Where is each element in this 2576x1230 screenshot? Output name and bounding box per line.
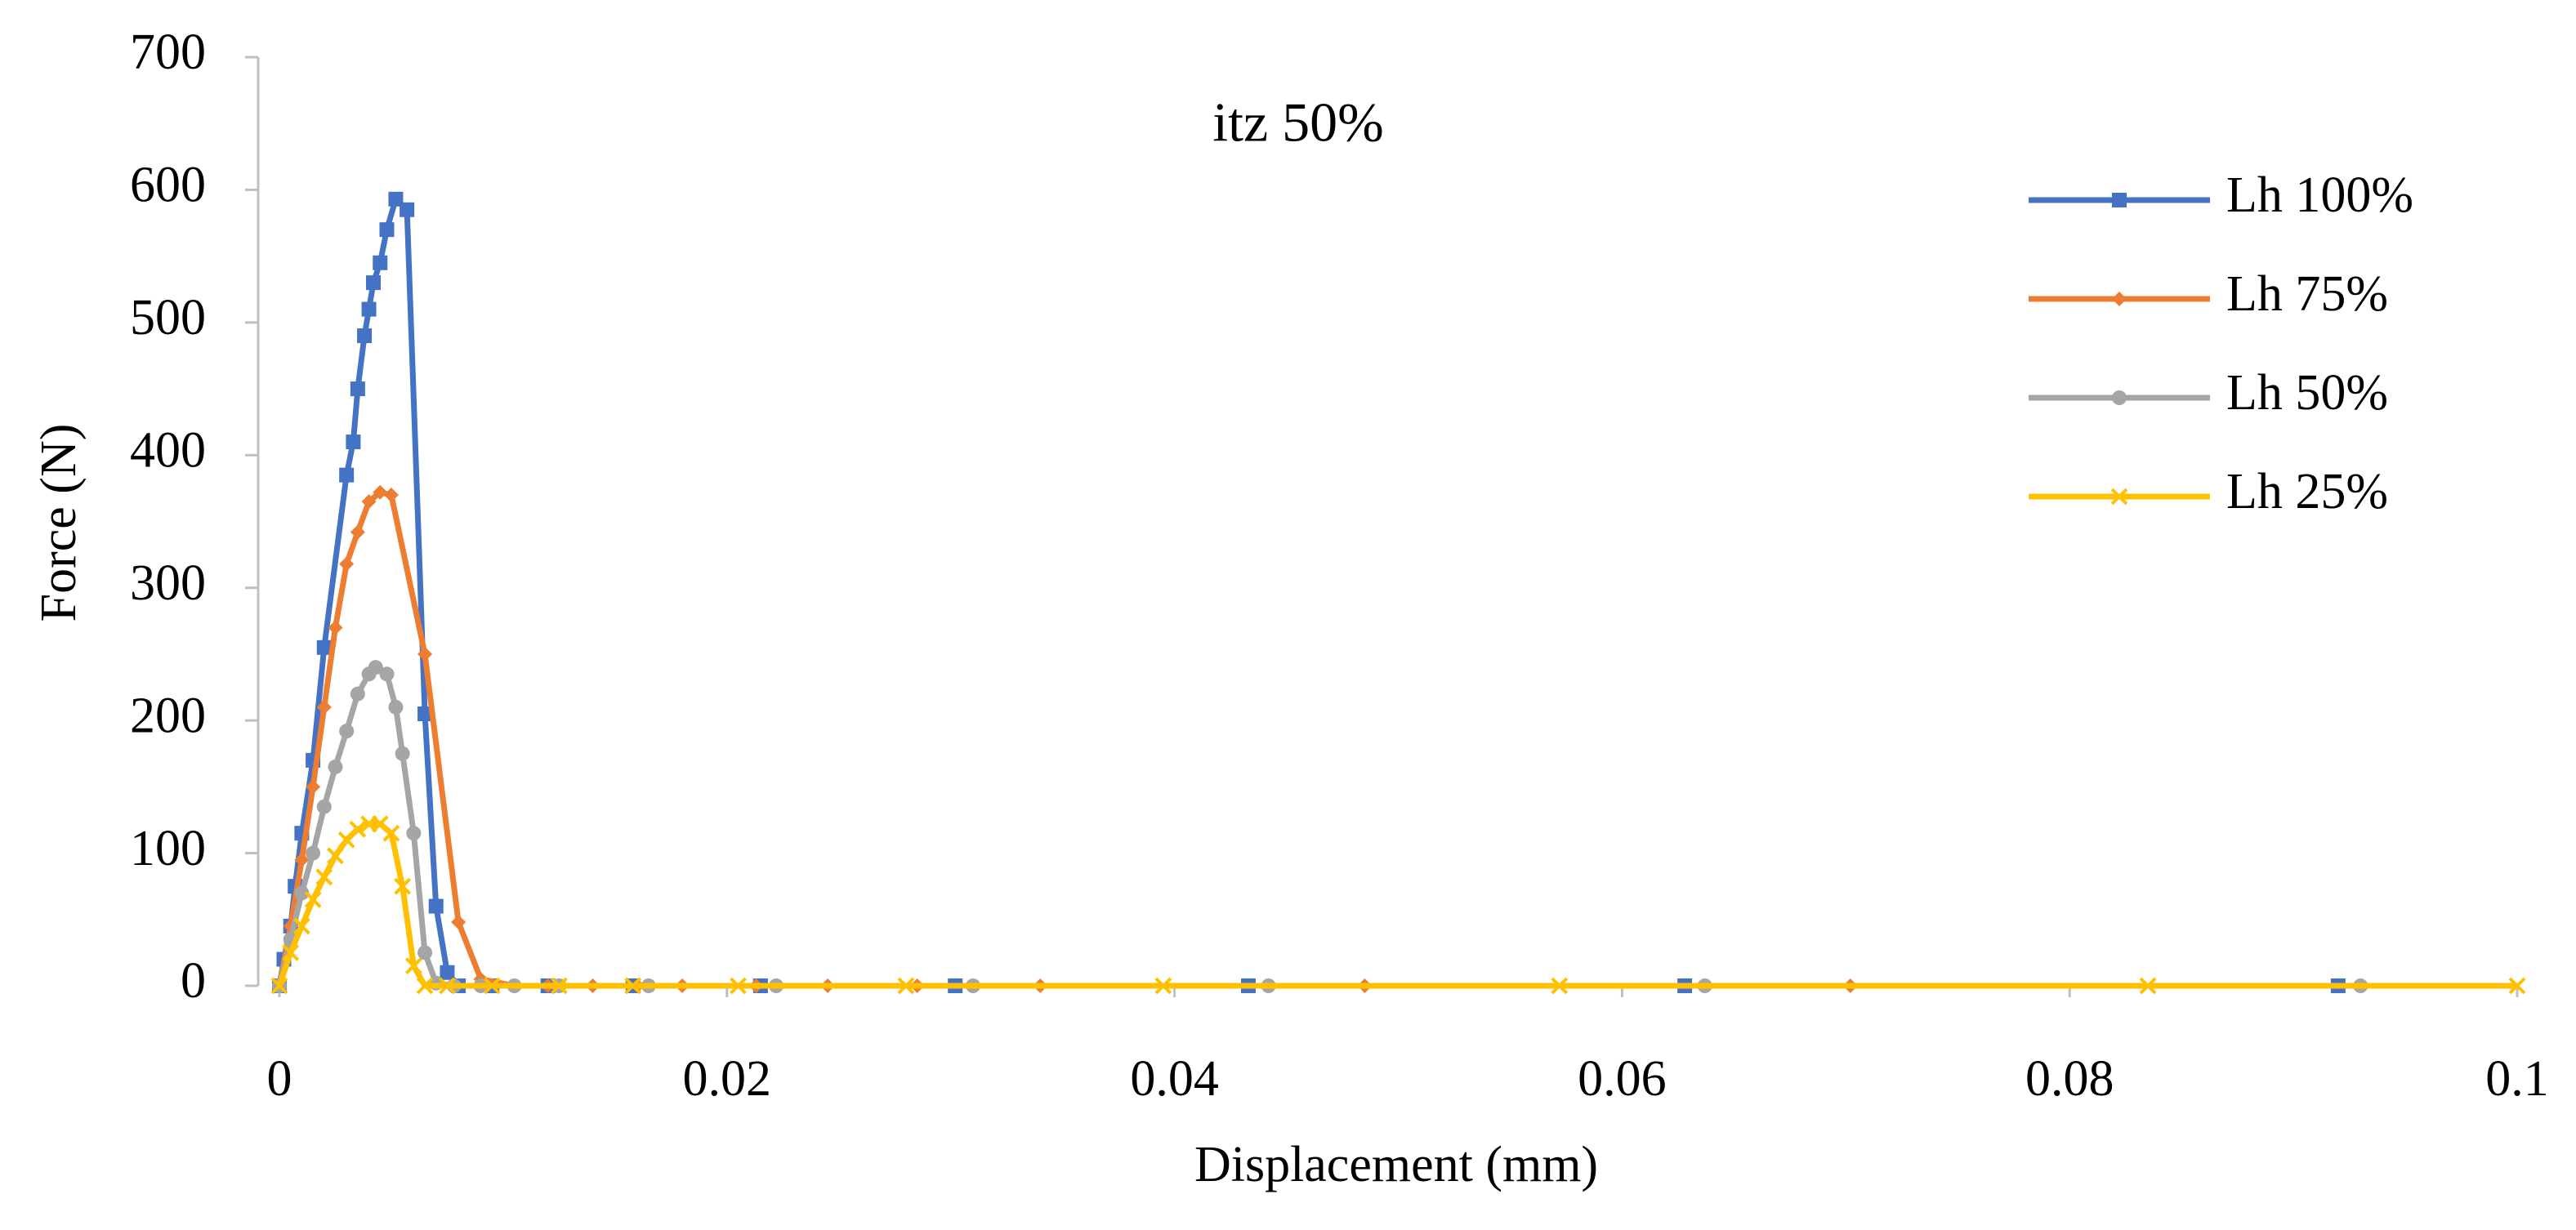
marker	[282, 943, 300, 961]
marker	[304, 891, 322, 908]
y-tick-label: 200	[130, 688, 206, 743]
marker	[357, 328, 373, 344]
marker	[440, 965, 455, 980]
marker	[483, 977, 501, 995]
marker	[400, 202, 415, 217]
marker	[1551, 977, 1569, 995]
marker	[373, 255, 388, 270]
legend-marker	[2112, 193, 2127, 207]
marker	[316, 799, 332, 814]
series-line	[276, 821, 2517, 989]
marker	[315, 868, 333, 886]
legend-label: Lh 50%	[2226, 365, 2388, 421]
marker	[428, 898, 444, 914]
marker	[2139, 977, 2157, 995]
marker	[294, 852, 310, 867]
marker	[361, 301, 377, 317]
legend-label: Lh 25%	[2226, 464, 2388, 519]
marker	[730, 977, 747, 995]
marker	[416, 977, 434, 995]
x-tick-label: 0.08	[2025, 1051, 2114, 1107]
chart-title: itz 50%	[1212, 91, 1384, 154]
marker	[316, 699, 332, 715]
marker	[417, 945, 433, 960]
marker	[368, 660, 383, 675]
y-tick-label: 300	[130, 555, 206, 611]
y-tick-label: 0	[181, 953, 206, 1009]
marker	[897, 977, 915, 995]
marker	[350, 524, 365, 540]
marker	[373, 484, 388, 500]
marker	[350, 381, 365, 397]
y-tick-label: 100	[130, 821, 206, 876]
series-line	[276, 489, 1851, 989]
marker	[550, 977, 568, 995]
x-tick-label: 0.06	[1578, 1051, 1667, 1107]
x-tick-label: 0.1	[2485, 1051, 2549, 1107]
marker	[346, 435, 361, 450]
y-tick-label: 700	[130, 25, 206, 80]
legend-marker	[2110, 488, 2128, 506]
marker	[339, 467, 355, 483]
marker	[404, 957, 422, 975]
x-tick-label: 0.04	[1130, 1051, 1219, 1107]
marker	[451, 915, 467, 930]
marker	[394, 877, 412, 895]
x-tick-label: 0.02	[683, 1051, 772, 1107]
marker	[1154, 977, 1172, 995]
marker	[395, 746, 410, 761]
marker	[339, 724, 355, 739]
marker	[417, 706, 433, 722]
y-tick-label: 600	[130, 158, 206, 213]
y-tick-label: 400	[130, 423, 206, 479]
marker	[270, 977, 288, 995]
legend-marker	[2112, 390, 2127, 405]
marker	[439, 977, 456, 995]
y-tick-label: 500	[130, 290, 206, 345]
marker	[382, 824, 400, 842]
legend-label: Lh 75%	[2226, 266, 2388, 322]
marker	[379, 666, 395, 682]
marker	[388, 699, 404, 715]
marker	[349, 820, 367, 838]
marker	[306, 779, 321, 795]
marker	[624, 977, 642, 995]
series-line	[276, 196, 2338, 989]
marker	[350, 686, 365, 702]
marker	[379, 222, 395, 238]
y-axis-label: Force (N)	[31, 424, 87, 622]
marker	[361, 494, 377, 510]
marker	[316, 640, 332, 655]
marker	[328, 759, 343, 774]
marker	[339, 556, 355, 572]
legend-label: Lh 100%	[2226, 167, 2413, 223]
marker	[388, 191, 404, 207]
marker	[406, 826, 422, 841]
marker	[417, 646, 433, 662]
legend-marker	[2112, 292, 2127, 306]
marker	[306, 845, 321, 861]
x-axis-label: Displacement (mm)	[1194, 1137, 1598, 1192]
marker	[327, 847, 344, 865]
marker	[292, 917, 310, 935]
marker	[328, 620, 343, 635]
marker	[366, 275, 382, 291]
x-tick-label: 0	[267, 1051, 292, 1107]
series-line	[276, 664, 2361, 989]
marker	[383, 488, 399, 503]
marker	[294, 885, 310, 901]
marker	[2508, 977, 2526, 995]
